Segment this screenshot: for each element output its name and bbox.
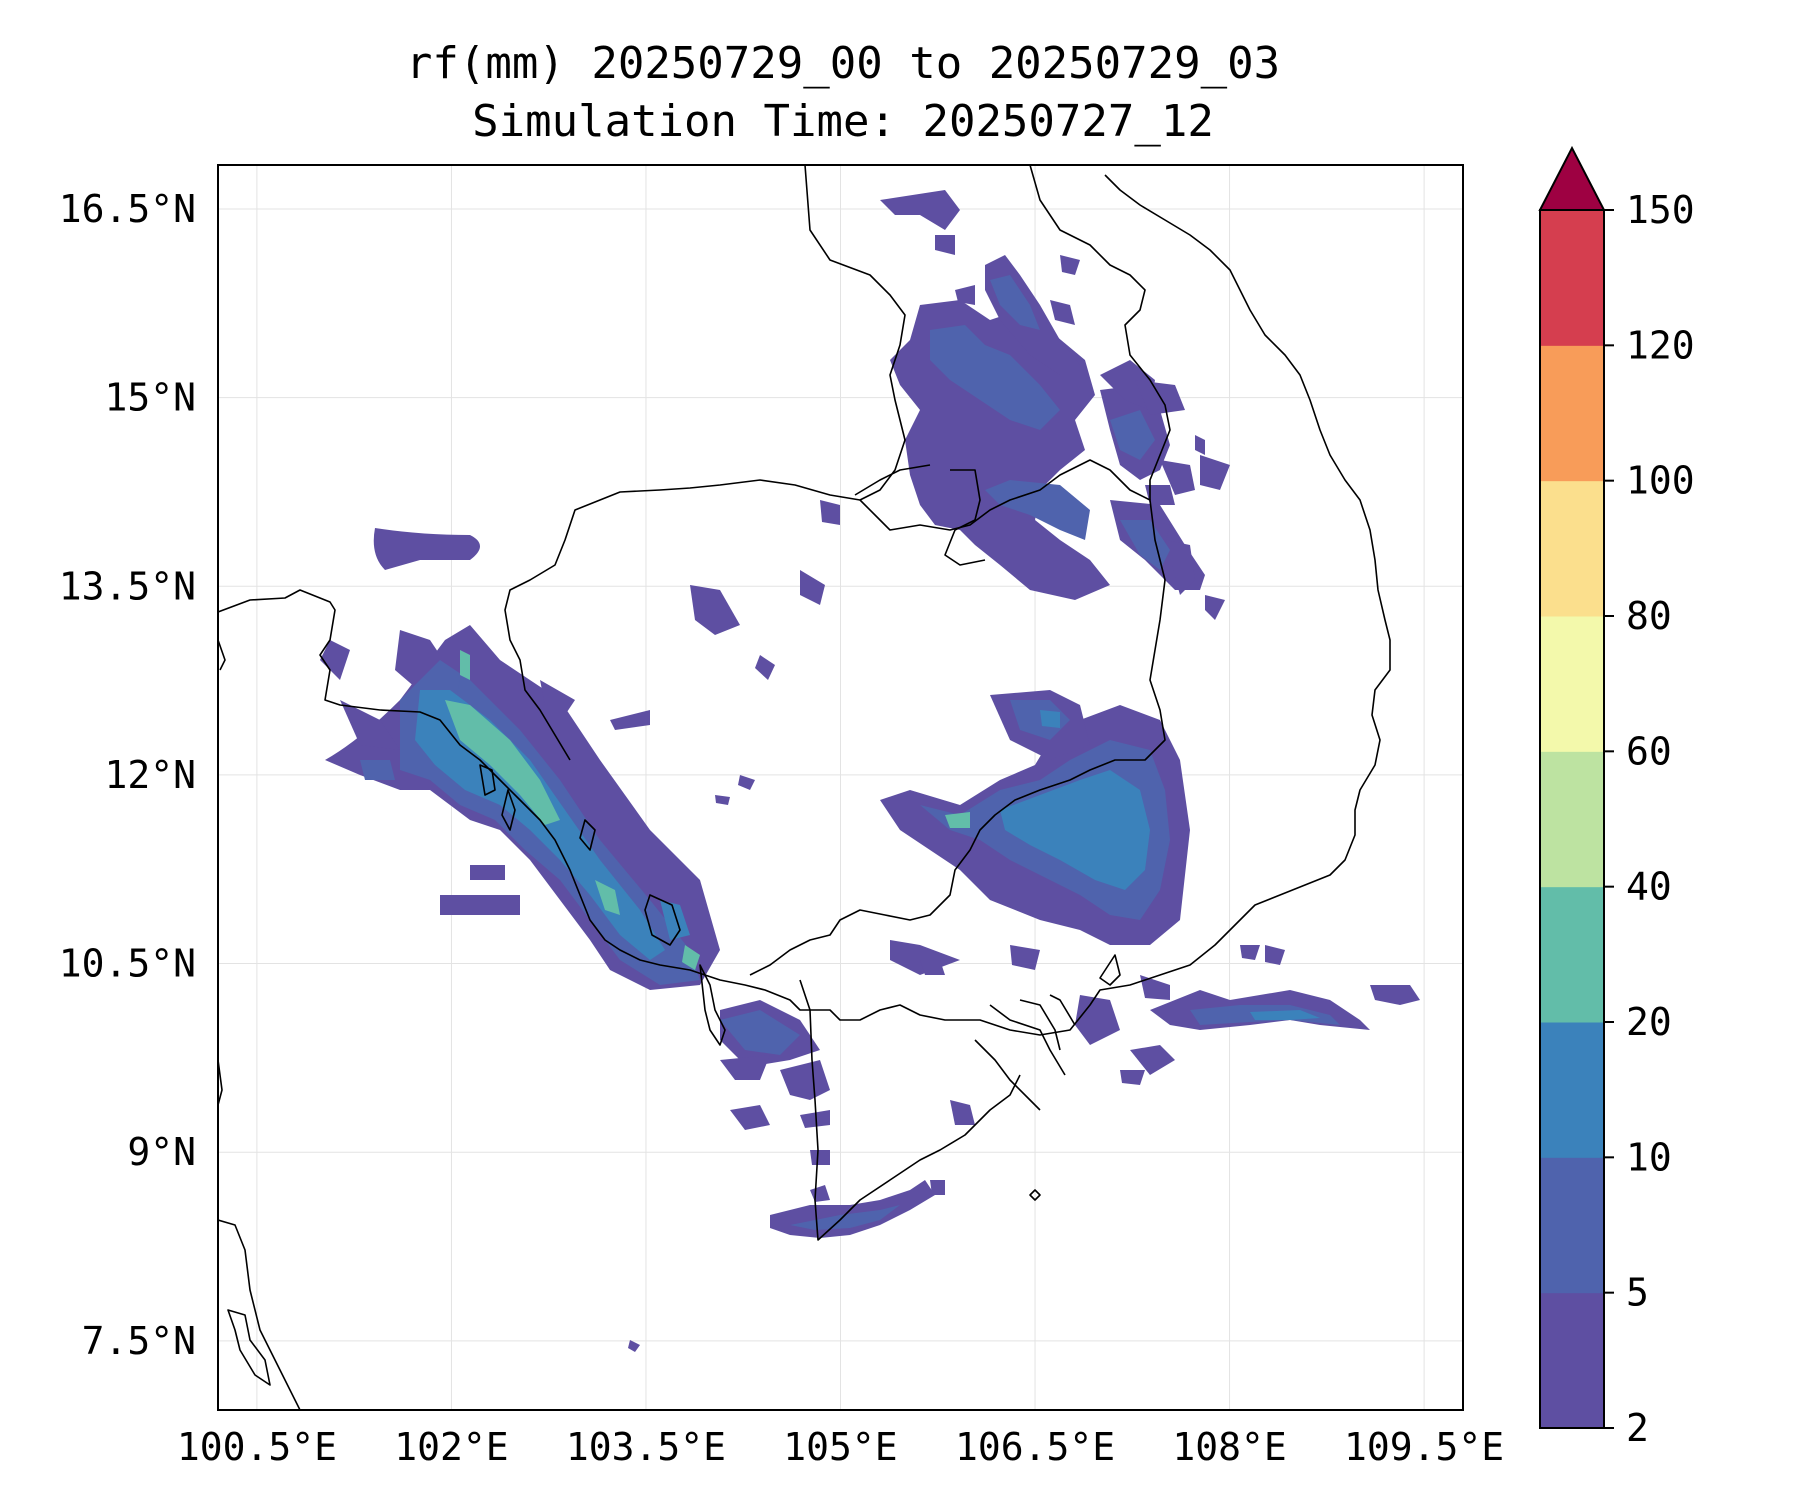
lat-tick-label: 10.5°N (59, 942, 196, 986)
colorbar-extend-arrow (1538, 145, 1606, 211)
latitude-ticks: 16.5°N 15°N 13.5°N 12°N 10.5°N 9°N 7.5°N (59, 187, 196, 1363)
lat-tick-label: 15°N (104, 376, 196, 420)
colorbar-tick-label: 80 (1626, 594, 1672, 638)
lon-tick-label: 105°E (783, 1425, 897, 1469)
lat-tick-label: 12°N (104, 753, 196, 797)
colorbar-segment (1540, 480, 1604, 617)
colorbar-segment (1540, 1022, 1604, 1158)
lat-tick-label: 9°N (127, 1130, 196, 1174)
colorbar-tick-label: 100 (1626, 459, 1695, 503)
map-subtitle: Simulation Time: 20250727_12 (472, 96, 1214, 147)
colorbar-segment (1540, 751, 1604, 888)
colorbar-tick-label: 2 (1626, 1406, 1649, 1450)
colorbar-tick-label: 5 (1626, 1271, 1649, 1315)
lon-tick-label: 100.5°E (177, 1425, 337, 1469)
colorbar-tick-label: 150 (1626, 188, 1695, 232)
lon-tick-label: 106.5°E (955, 1425, 1115, 1469)
lat-tick-label: 16.5°N (59, 187, 196, 231)
colorbar-segment (1540, 886, 1604, 1023)
coastlines-borders (218, 165, 1391, 1410)
colorbar-tick-label: 120 (1626, 323, 1695, 367)
colorbar-segment (1540, 1157, 1604, 1294)
lat-tick-label: 13.5°N (59, 564, 196, 608)
lon-tick-label: 102°E (394, 1425, 508, 1469)
gridlines (218, 165, 1463, 1410)
lon-tick-label: 108°E (1172, 1425, 1286, 1469)
colorbar-tick-label: 10 (1626, 1135, 1672, 1179)
colorbar-segment (1540, 616, 1604, 752)
rainfall-field (320, 190, 1420, 1352)
colorbar-tick-label: 60 (1626, 729, 1672, 773)
lon-tick-label: 103.5°E (566, 1425, 726, 1469)
colorbar: 2 5 10 20 40 60 80 100 120 150 (1538, 145, 1695, 1450)
colorbar-tick-label: 40 (1626, 865, 1672, 909)
colorbar-outline (1539, 209, 1605, 1429)
map-frame (217, 164, 1464, 1411)
colorbar-segment (1540, 210, 1604, 346)
colorbar-segment (1540, 345, 1604, 482)
map-title: rf(mm) 20250729_00 to 20250729_03 (405, 38, 1281, 89)
rain-level-20-40 (445, 650, 970, 970)
longitude-ticks: 100.5°E 102°E 103.5°E 105°E 106.5°E 108°E 109.… (177, 1425, 1504, 1469)
colorbar-tick-label: 20 (1626, 1000, 1672, 1044)
lon-tick-label: 109.5°E (1344, 1425, 1504, 1469)
lat-tick-label: 7.5°N (82, 1319, 196, 1363)
colorbar-segment (1540, 1292, 1604, 1429)
